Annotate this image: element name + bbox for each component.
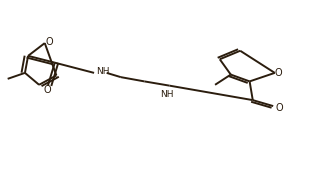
Text: O: O bbox=[45, 37, 53, 47]
Text: O: O bbox=[275, 68, 282, 78]
Text: O: O bbox=[275, 103, 283, 113]
Text: O: O bbox=[43, 85, 51, 95]
Text: NH: NH bbox=[160, 90, 174, 99]
Text: NH: NH bbox=[96, 67, 109, 76]
